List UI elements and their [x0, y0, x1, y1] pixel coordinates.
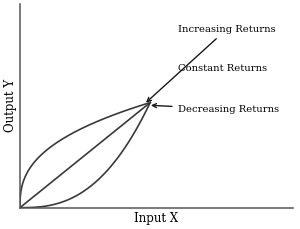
Text: Constant Returns: Constant Returns: [178, 64, 267, 73]
Text: Increasing Returns: Increasing Returns: [147, 25, 275, 102]
X-axis label: Input X: Input X: [134, 212, 178, 225]
Y-axis label: Output Y: Output Y: [4, 79, 17, 133]
Text: Decreasing Returns: Decreasing Returns: [152, 104, 279, 114]
